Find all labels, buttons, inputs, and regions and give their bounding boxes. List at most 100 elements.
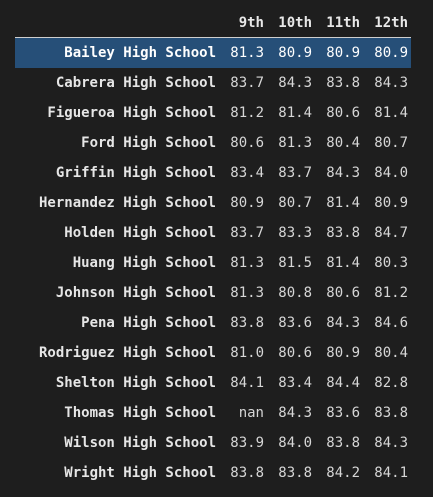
cell-12th: 81.2: [374, 285, 408, 301]
cell-10th: 80.6: [278, 345, 312, 361]
row-index-label: Griffin High School: [55, 165, 216, 181]
cell-11th: 80.9: [315, 37, 363, 68]
cell-10th: 83.4: [278, 375, 312, 391]
row-index-label: Figueroa High School: [47, 105, 216, 121]
cell-10th: 84.3: [278, 405, 312, 421]
cell-10th: 83.8: [278, 465, 312, 481]
cell-12th: 84.3: [374, 75, 408, 91]
row-index-label: Holden High School: [64, 225, 216, 241]
row-index-label: Shelton High School: [55, 375, 216, 391]
table-row[interactable]: Thomas High School nan 84.3 83.6 83.8: [15, 398, 411, 428]
cell-10th: 83.3: [278, 225, 312, 241]
column-header-10th: 10th: [267, 9, 315, 38]
cell-10th: 84.0: [278, 435, 312, 451]
cell-12th: 84.1: [374, 465, 408, 481]
column-header-9th: 9th: [219, 9, 267, 38]
cell-10th: 83.7: [278, 165, 312, 181]
cell-12th: 80.3: [374, 255, 408, 271]
cell-9th: 83.8: [230, 465, 264, 481]
cell-11th: 83.8: [326, 75, 360, 91]
cell-9th: nan: [238, 405, 264, 421]
cell-11th: 80.9: [326, 345, 360, 361]
cell-12th: 84.0: [374, 165, 408, 181]
dataframe-table: 9th 10th 11th 12th Bailey High School 81.…: [15, 9, 411, 488]
cell-11th: 84.3: [326, 315, 360, 331]
cell-9th: 81.2: [230, 105, 264, 121]
table-body: Bailey High School 81.3 80.9 80.9 80.9 Cabrer…: [15, 37, 411, 489]
table-row[interactable]: Holden High School 83.7 83.3 83.8 84.7: [15, 218, 411, 248]
cell-11th: 84.3: [326, 165, 360, 181]
row-index-label: Johnson High School: [55, 285, 216, 301]
table-row[interactable]: Ford High School 80.6 81.3 80.4 80.7: [15, 128, 411, 158]
row-index-label: Rodriguez High School: [38, 345, 216, 361]
cell-12th: 84.6: [374, 315, 408, 331]
table-row[interactable]: Hernandez High School 80.9 80.7 81.4 80.9: [15, 188, 411, 218]
row-index-label: Ford High School: [81, 135, 216, 151]
cell-10th: 81.4: [278, 105, 312, 121]
cell-9th: 80.6: [230, 135, 264, 151]
cell-10th: 81.5: [278, 255, 312, 271]
table-header: 9th 10th 11th 12th: [15, 9, 411, 38]
cell-10th: 81.3: [278, 135, 312, 151]
cell-9th: 81.3: [230, 285, 264, 301]
cell-10th: 84.3: [278, 75, 312, 91]
column-header-11th: 11th: [315, 9, 363, 38]
cell-12th: 83.8: [374, 405, 408, 421]
cell-12th: 82.8: [374, 375, 408, 391]
row-index-label: Bailey High School: [15, 37, 219, 68]
cell-12th: 84.7: [374, 225, 408, 241]
cell-9th: 84.1: [230, 375, 264, 391]
cell-10th: 80.9: [267, 37, 315, 68]
cell-9th: 83.9: [230, 435, 264, 451]
table-row[interactable]: Griffin High School 83.4 83.7 84.3 84.0: [15, 158, 411, 188]
row-index-label: Wilson High School: [64, 435, 216, 451]
table-row[interactable]: Figueroa High School 81.2 81.4 80.6 81.4: [15, 98, 411, 128]
table-row[interactable]: Rodriguez High School 81.0 80.6 80.9 80.4: [15, 338, 411, 368]
cell-10th: 83.6: [278, 315, 312, 331]
cell-12th: 81.4: [374, 105, 408, 121]
cell-9th: 80.9: [230, 195, 264, 211]
cell-11th: 80.6: [326, 105, 360, 121]
cell-9th: 83.7: [230, 75, 264, 91]
cell-11th: 80.4: [326, 135, 360, 151]
table-row[interactable]: Wright High School 83.8 83.8 84.2 84.1: [15, 458, 411, 488]
cell-9th: 81.3: [230, 255, 264, 271]
cell-11th: 80.6: [326, 285, 360, 301]
cell-11th: 83.8: [326, 225, 360, 241]
cell-10th: 80.8: [278, 285, 312, 301]
table-row[interactable]: Johnson High School 81.3 80.8 80.6 81.2: [15, 278, 411, 308]
row-index-label: Thomas High School: [64, 405, 216, 421]
header-row: 9th 10th 11th 12th: [15, 9, 411, 38]
cell-12th: 80.7: [374, 135, 408, 151]
cell-12th: 80.9: [363, 37, 411, 68]
cell-9th: 81.3: [219, 37, 267, 68]
table-row[interactable]: Cabrera High School 83.7 84.3 83.8 84.3: [15, 68, 411, 98]
cell-11th: 81.4: [326, 255, 360, 271]
cell-11th: 81.4: [326, 195, 360, 211]
table-row[interactable]: Huang High School 81.3 81.5 81.4 80.3: [15, 248, 411, 278]
index-header: [15, 9, 219, 38]
table-row[interactable]: Bailey High School 81.3 80.9 80.9 80.9: [15, 37, 411, 68]
row-index-label: Pena High School: [81, 315, 216, 331]
row-index-label: Wright High School: [64, 465, 216, 481]
cell-11th: 83.8: [326, 435, 360, 451]
cell-9th: 83.7: [230, 225, 264, 241]
column-header-12th: 12th: [363, 9, 411, 38]
cell-9th: 81.0: [230, 345, 264, 361]
cell-10th: 80.7: [278, 195, 312, 211]
table-row[interactable]: Shelton High School 84.1 83.4 84.4 82.8: [15, 368, 411, 398]
cell-11th: 83.6: [326, 405, 360, 421]
cell-9th: 83.4: [230, 165, 264, 181]
cell-12th: 80.4: [374, 345, 408, 361]
cell-12th: 84.3: [374, 435, 408, 451]
table-row[interactable]: Wilson High School 83.9 84.0 83.8 84.3: [15, 428, 411, 458]
row-index-label: Cabrera High School: [55, 75, 216, 91]
row-index-label: Huang High School: [72, 255, 216, 271]
cell-9th: 83.8: [230, 315, 264, 331]
cell-11th: 84.4: [326, 375, 360, 391]
cell-12th: 80.9: [374, 195, 408, 211]
table-row[interactable]: Pena High School 83.8 83.6 84.3 84.6: [15, 308, 411, 338]
row-index-label: Hernandez High School: [38, 195, 216, 211]
cell-11th: 84.2: [326, 465, 360, 481]
